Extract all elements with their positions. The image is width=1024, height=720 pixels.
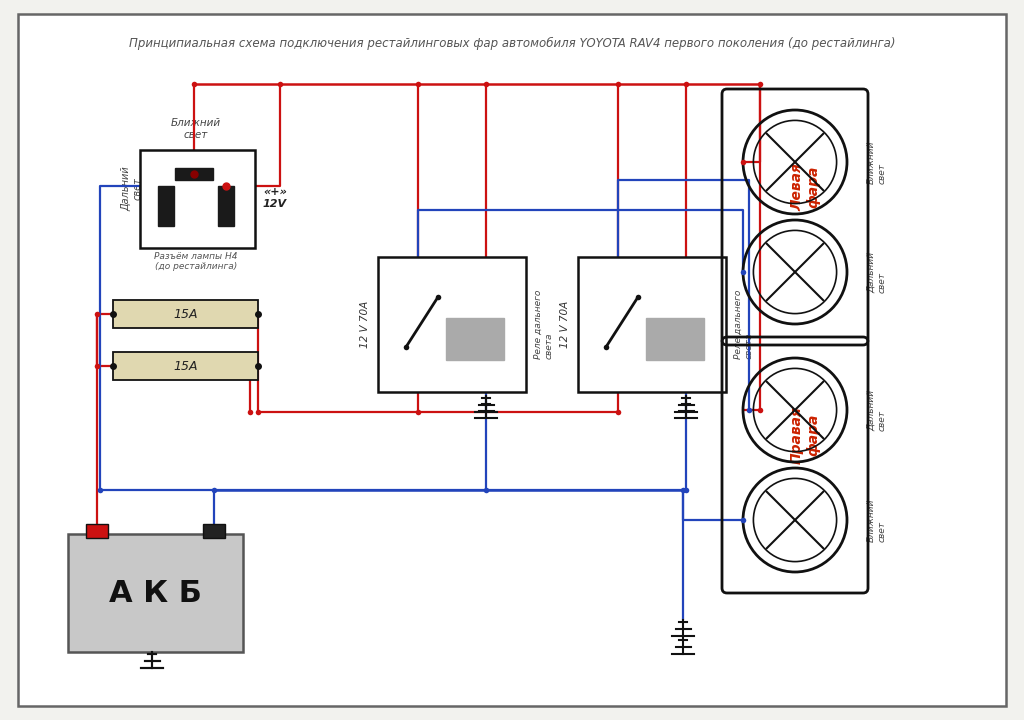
Text: Дальний
свет: Дальний свет xyxy=(867,251,887,292)
Text: Дальний
свет: Дальний свет xyxy=(867,390,887,431)
Bar xyxy=(578,257,726,392)
Text: Левая
фара: Левая фара xyxy=(790,163,820,211)
Text: Ближний
свет: Ближний свет xyxy=(171,118,221,140)
Text: А К Б: А К Б xyxy=(110,578,202,608)
Text: Правая
фара: Правая фара xyxy=(790,406,820,464)
Bar xyxy=(218,186,234,226)
Text: Реле дальнего
света: Реле дальнего света xyxy=(734,290,754,359)
Text: 15А: 15А xyxy=(173,359,198,372)
Bar xyxy=(203,524,225,538)
Text: Разъём лампы H4
(до рестайлинга): Разъём лампы H4 (до рестайлинга) xyxy=(155,252,238,271)
Bar xyxy=(175,168,213,180)
Text: 15А: 15А xyxy=(173,307,198,320)
Bar xyxy=(68,534,243,652)
Bar xyxy=(446,318,504,360)
Text: Принципиальная схема подключения рестайлинговых фар автомобиля YOYOTA RAV4 перво: Принципиальная схема подключения рестайл… xyxy=(129,37,895,50)
Text: 12 V 70A: 12 V 70A xyxy=(560,301,570,348)
Bar xyxy=(158,186,174,226)
Text: Ближний
свет: Ближний свет xyxy=(867,140,887,184)
Text: Ближний
свет: Ближний свет xyxy=(867,498,887,541)
Bar xyxy=(378,257,526,392)
Text: Реле дальнего
света: Реле дальнего света xyxy=(534,290,553,359)
Bar xyxy=(646,318,705,360)
Bar xyxy=(140,150,255,248)
Bar xyxy=(86,524,108,538)
Bar xyxy=(113,300,258,328)
Text: «+»
12V: «+» 12V xyxy=(263,187,287,209)
Text: Дальний
свет: Дальний свет xyxy=(121,166,142,212)
Bar xyxy=(113,352,258,380)
Text: 12 V 70A: 12 V 70A xyxy=(360,301,370,348)
